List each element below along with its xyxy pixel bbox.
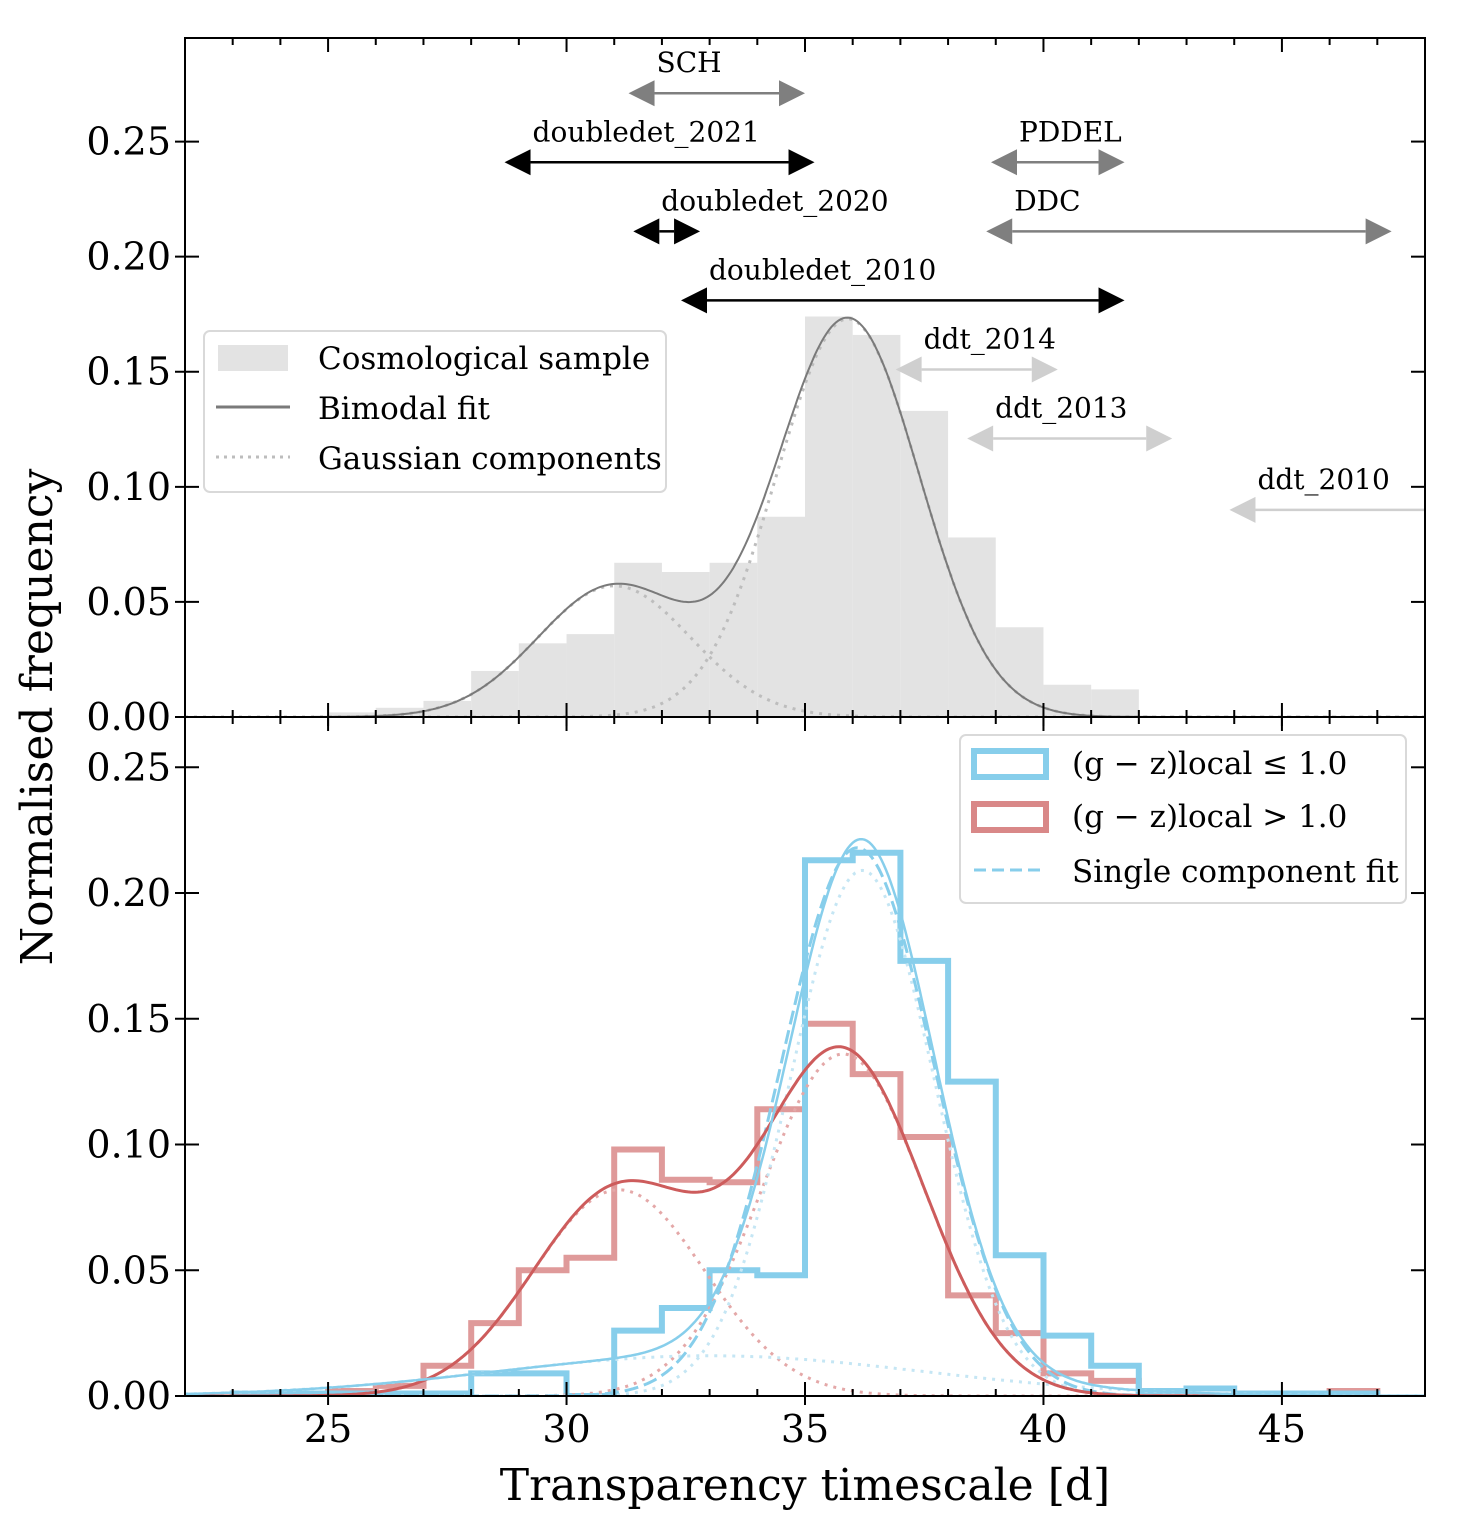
range-arrow-head-right [1365, 218, 1392, 245]
range-arrow-head-right [1098, 287, 1125, 314]
range-arrow-head-left [991, 149, 1017, 176]
blue-bimodal-fit-curve [185, 837, 1425, 1396]
model-annotation: ddt_2014 [895, 322, 1058, 383]
model-annotation: PDDEL [991, 115, 1125, 176]
model-label: ddt_2010 [1257, 463, 1389, 496]
histogram-bar [566, 634, 615, 717]
range-arrow-head-left [633, 218, 660, 245]
model-annotation: doubledet_2010 [681, 253, 1125, 314]
legend-label-gaussian-components: Gaussian components [318, 441, 662, 477]
bottom-legend-box [959, 734, 1407, 904]
histogram-bar [1091, 689, 1139, 717]
legend-label-red: (g − z)local > 1.0 [1072, 799, 1347, 835]
model-label: ddt_2014 [924, 322, 1056, 355]
model-label: doubledet_2021 [533, 115, 760, 148]
x-tick-label: 30 [542, 1407, 590, 1451]
y-tick-label: 0.20 [86, 871, 171, 915]
range-arrow-head-left [628, 80, 655, 107]
bottom-panel: 0.00 0.05 0.10 0.15 0.20 0.25 25 30 35 40 45 (g − … [86, 716, 1426, 1451]
range-arrow-head-right [788, 149, 815, 176]
y-tick-label: 0.20 [86, 235, 171, 279]
model-annotations: SCH doubledet_2021 PDDEL doubledet_2020 DDC d… [504, 46, 1425, 523]
legend-swatch-cosmological-sample [218, 345, 288, 371]
y-tick-label: 0.10 [86, 1123, 171, 1167]
legend-swatch-red-hist [971, 801, 1049, 833]
y-axis-title: Normalised frequency [12, 469, 63, 966]
model-annotation: doubledet_2020 [633, 184, 889, 245]
model-label: doubledet_2010 [709, 253, 936, 286]
range-arrow-head-left [895, 356, 922, 383]
y-tick-label: 0.05 [86, 580, 171, 624]
legend-swatch-blue-hist [971, 748, 1049, 780]
model-annotation: doubledet_2021 [504, 115, 815, 176]
model-label: doubledet_2020 [661, 184, 888, 217]
model-annotation: ddt_2010 [1229, 463, 1425, 523]
x-tick-label: 45 [1258, 1407, 1306, 1451]
model-label: DDC [1014, 184, 1080, 217]
range-arrow-head-right [1031, 356, 1058, 383]
top-legend-box [203, 330, 667, 493]
legend-label-single-fit: Single component fit [1072, 854, 1399, 890]
blue-histogram-step [229, 849, 1381, 1396]
range-arrow-head-right [1098, 149, 1125, 176]
model-annotation: DDC [986, 184, 1392, 245]
histogram-bar [328, 712, 376, 717]
y-tick-label: 0.25 [86, 120, 171, 164]
top-panel: SCH doubledet_2021 PDDEL doubledet_2020 DDC d… [86, 37, 1426, 739]
y-tick-label: 0.15 [86, 997, 171, 1041]
top-legend: Cosmological sample Bimodal fit Gaussian… [203, 330, 667, 493]
histogram-bar [709, 562, 758, 717]
bottom-axes: 0.00 0.05 0.10 0.15 0.20 0.25 25 30 35 40 45 [86, 717, 1426, 1451]
range-arrow-head-left [681, 287, 707, 314]
y-tick-label: 0.00 [86, 695, 171, 739]
top-plot-area [185, 316, 1425, 717]
y-tick-label: 0.00 [86, 1374, 171, 1418]
red-bimodal-fit-curve [185, 1045, 1425, 1396]
histogram-bar [1043, 684, 1092, 717]
legend-label-blue: (g − z)local ≤ 1.0 [1072, 746, 1347, 782]
histogram-bar [805, 316, 853, 717]
histogram-bar [852, 334, 901, 717]
histogram-bar [900, 410, 949, 717]
y-tick-label: 0.25 [86, 745, 171, 789]
range-arrow-head-left [504, 149, 531, 176]
bottom-axes-frame [184, 716, 1426, 1397]
bottom-legend: (g − z)local ≤ 1.0 (g − z)local > 1.0 Si… [959, 734, 1407, 904]
histogram-bar [518, 643, 567, 717]
histogram-bar [375, 707, 424, 717]
bimodal-fit-curve [185, 316, 1425, 717]
x-tick-label: 35 [781, 1407, 829, 1451]
model-annotation: SCH [628, 46, 805, 107]
range-arrow-head-right [674, 218, 701, 245]
single-component-fit-curve [185, 846, 1425, 1396]
y-tick-label: 0.15 [86, 350, 171, 394]
histogram-bar [661, 571, 710, 717]
histogram-bar [423, 700, 472, 717]
red-histogram-step [325, 1020, 1381, 1396]
range-arrow-head-left [986, 218, 1013, 245]
range-arrow-head-left [967, 425, 994, 452]
legend-label-bimodal-fit: Bimodal fit [318, 391, 491, 427]
histogram-bar [614, 562, 662, 717]
model-label: SCH [657, 46, 722, 79]
histogram-bar [995, 627, 1044, 717]
range-arrow-head-right [1146, 425, 1173, 452]
x-axis-title: Transparency timescale [d] [500, 1460, 1110, 1511]
histogram-bar [757, 516, 805, 717]
bottom-plot-area [185, 837, 1425, 1396]
x-tick-label: 25 [304, 1407, 352, 1451]
x-tick-label: 40 [1019, 1407, 1067, 1451]
y-tick-label: 0.05 [86, 1248, 171, 1292]
legend-label-cosmological-sample: Cosmological sample [318, 341, 650, 377]
model-label: PDDEL [1019, 115, 1122, 148]
range-arrow-head-left [1229, 496, 1256, 523]
model-label: ddt_2013 [995, 391, 1127, 424]
range-arrow-head-right [779, 80, 805, 107]
model-annotation: ddt_2013 [967, 391, 1173, 452]
y-tick-label: 0.10 [86, 465, 171, 509]
